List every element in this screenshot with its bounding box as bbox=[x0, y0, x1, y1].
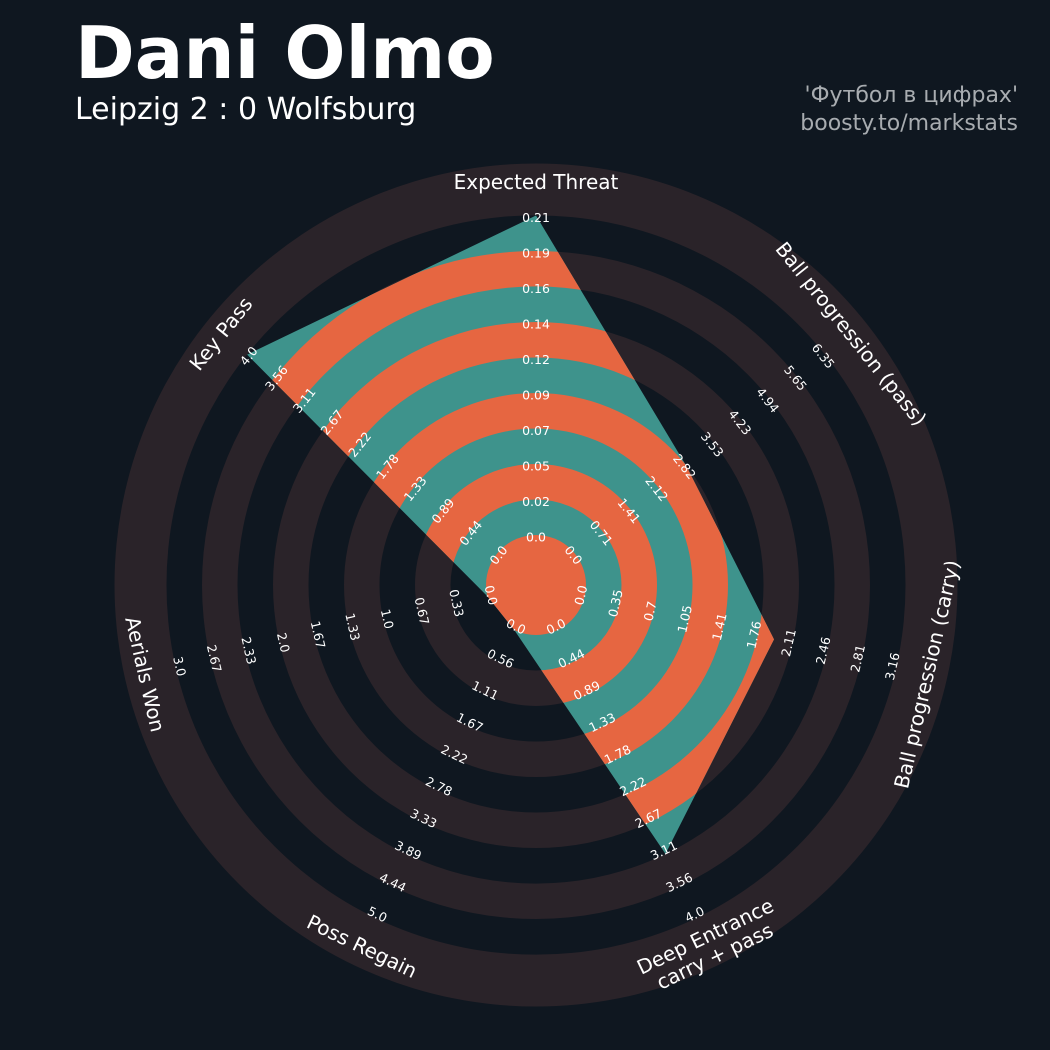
radar-tick-label: 3.0 bbox=[170, 655, 189, 678]
radar-tick-label: 2.0 bbox=[274, 631, 293, 654]
radar-tick-label: 1.0 bbox=[378, 608, 397, 631]
credit-block: 'Футбол в цифрах' boosty.to/markstats bbox=[800, 82, 1018, 137]
radar-tick-label: 2.67 bbox=[204, 643, 225, 673]
radar-tick-label: 0.12 bbox=[522, 352, 550, 367]
radar-tick-label: 0.19 bbox=[522, 246, 550, 261]
credit-line-url: boosty.to/markstats bbox=[800, 110, 1018, 136]
player-name-title: Dani Olmo bbox=[75, 11, 495, 95]
radar-tick-label: 0.33 bbox=[446, 588, 467, 618]
radar-area-center bbox=[486, 535, 586, 635]
radar-tick-label: 0.67 bbox=[412, 596, 433, 626]
radar-tick-label: 0.16 bbox=[522, 281, 550, 296]
radar-tick-label: 0.7 bbox=[641, 600, 660, 623]
radar-tick-label: 0.35 bbox=[605, 588, 626, 618]
radar-tick-label: 0.02 bbox=[522, 494, 550, 509]
radar-tick-label: 1.67 bbox=[308, 619, 329, 649]
radar-tick-label: 0.21 bbox=[522, 210, 550, 225]
radar-param-label-line: Expected Threat bbox=[454, 170, 619, 194]
radar-tick-label: 0.14 bbox=[522, 317, 550, 332]
radar-tick-label: 2.81 bbox=[847, 643, 868, 673]
radar-tick-label: 1.33 bbox=[342, 612, 363, 642]
radar-tick-label: 0.09 bbox=[522, 388, 550, 403]
radar-tick-label: 0.05 bbox=[522, 459, 550, 474]
radar-tick-label: 2.46 bbox=[813, 635, 834, 666]
radar-tick-label: 0.0 bbox=[571, 584, 590, 607]
radar-tick-label: 1.05 bbox=[674, 604, 695, 634]
credit-line-name: 'Футбол в цифрах' bbox=[804, 83, 1018, 108]
radar-tick-label: 2.11 bbox=[778, 627, 799, 657]
match-score-subtitle: Leipzig 2 : 0 Wolfsburg bbox=[75, 92, 417, 127]
radar-tick-label: 3.16 bbox=[882, 651, 903, 682]
radar-tick-label: 1.76 bbox=[743, 619, 764, 650]
radar-tick-label: 1.41 bbox=[709, 612, 730, 642]
radar-param-label: Expected Threat bbox=[454, 170, 619, 194]
radar-tick-label: 0.07 bbox=[522, 423, 550, 438]
radar-tick-label: 0.0 bbox=[526, 530, 546, 545]
radar-tick-label: 0.0 bbox=[482, 584, 501, 607]
radar-tick-label: 2.33 bbox=[238, 635, 259, 665]
